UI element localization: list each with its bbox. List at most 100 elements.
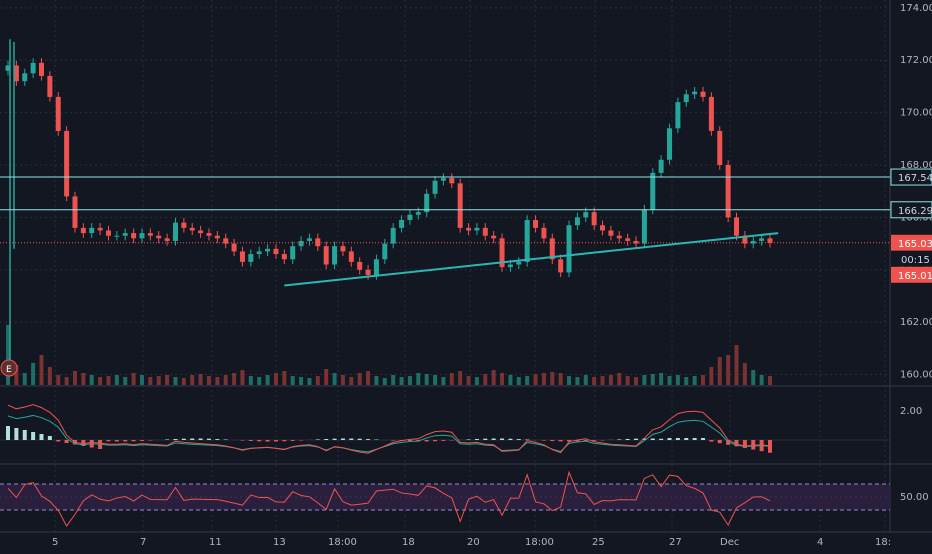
x-tick-label: 27 <box>669 537 682 548</box>
volume-bar <box>400 377 404 385</box>
volume-bar <box>626 376 630 385</box>
macd-histogram-bar <box>207 439 211 440</box>
candle-body <box>349 251 354 261</box>
macd-histogram-bar <box>173 439 177 440</box>
macd-histogram-bar <box>249 440 253 441</box>
volume-bar <box>224 375 228 385</box>
candle-body <box>340 246 345 251</box>
volume-bar <box>132 373 136 385</box>
level-label: 167.54 <box>898 173 932 184</box>
macd-histogram-bar <box>391 440 395 441</box>
candle-body <box>47 76 52 97</box>
macd-histogram-bar <box>6 426 10 440</box>
macd-histogram-bar <box>693 438 697 440</box>
volume-bar <box>609 375 613 385</box>
volume-bar <box>106 376 110 385</box>
candle-body <box>391 228 396 244</box>
candle-body <box>357 262 362 270</box>
candle-body <box>165 238 170 241</box>
x-tick-label: 20 <box>467 537 480 548</box>
candle-body <box>123 233 128 236</box>
volume-bar <box>542 373 546 385</box>
macd-histogram-bar <box>266 440 270 441</box>
candle-body <box>215 236 220 239</box>
candle-body <box>600 225 605 230</box>
volume-bar <box>358 373 362 385</box>
level-label: 166.29 <box>898 206 932 217</box>
candle-body <box>366 270 371 275</box>
volume-bar <box>726 355 730 385</box>
macd-histogram-bar <box>190 439 194 440</box>
volume-bar <box>517 377 521 385</box>
candle-body <box>675 102 680 128</box>
macd-histogram-bar <box>333 439 337 440</box>
candle-body <box>407 215 412 220</box>
candle-body <box>139 233 144 238</box>
macd-histogram-bar <box>634 439 638 440</box>
candle-body <box>232 244 237 252</box>
macd-histogram-bar <box>65 440 69 443</box>
volume-bar <box>709 367 713 385</box>
volume-bar <box>601 376 605 385</box>
x-tick-label: 13 <box>273 537 286 548</box>
volume-bar <box>508 375 512 385</box>
macd-histogram-bar <box>215 439 219 440</box>
macd-histogram-bar <box>651 439 655 440</box>
candle-body <box>307 238 312 241</box>
y-tick-label: 174.00 <box>900 3 932 14</box>
x-tick-label: 18:00 <box>328 537 357 548</box>
volume-bar <box>374 376 378 385</box>
trend-line <box>284 233 778 285</box>
candle-body <box>106 230 111 235</box>
volume-bar <box>550 372 554 385</box>
macd-histogram-bar <box>257 440 261 441</box>
candle-body <box>692 92 697 95</box>
volume-bar <box>441 377 445 385</box>
candle-body <box>22 73 27 81</box>
rsi-y-tick: 50.00 <box>900 492 929 503</box>
volume-bar <box>693 376 697 385</box>
x-tick-label: 18: <box>875 537 891 548</box>
candle-body <box>81 228 86 233</box>
candle-body <box>575 217 580 225</box>
candle-body <box>491 236 496 239</box>
macd-histogram-bar <box>441 440 445 441</box>
candle-body <box>324 246 329 264</box>
volume-bar <box>333 373 337 385</box>
candle-body <box>441 178 446 181</box>
y-tick-label: 162.00 <box>900 317 932 328</box>
volume-bar <box>324 369 328 385</box>
volume-bar <box>366 371 370 385</box>
volume-bar <box>207 376 211 385</box>
candle-body <box>642 210 647 244</box>
candle-body <box>516 262 521 265</box>
candle-body <box>374 259 379 275</box>
volume-bar <box>81 373 85 385</box>
candle-body <box>273 249 278 254</box>
macd-line <box>8 405 770 454</box>
candle-body <box>416 212 421 215</box>
volume-bar <box>450 373 454 385</box>
volume-bar <box>182 378 186 385</box>
candle-body <box>173 223 178 241</box>
volume-bar <box>31 363 35 385</box>
macd-histogram-bar <box>23 430 27 440</box>
candle-body <box>625 238 630 241</box>
volume-bar <box>467 376 471 385</box>
candle-body <box>315 238 320 246</box>
candle-body <box>458 183 463 228</box>
candle-body <box>265 249 270 252</box>
macd-histogram-bar <box>349 439 353 440</box>
macd-histogram-bar <box>617 439 621 440</box>
candle-body <box>399 220 404 228</box>
candle-body <box>617 236 622 239</box>
x-tick-label: 18 <box>402 537 415 548</box>
x-tick-label: 5 <box>52 537 58 548</box>
x-tick-label: 18:00 <box>525 537 554 548</box>
macd-y-tick: 2.00 <box>900 406 922 417</box>
volume-bar <box>23 373 27 385</box>
volume-bar <box>140 375 144 385</box>
macd-histogram-bar <box>140 440 144 441</box>
